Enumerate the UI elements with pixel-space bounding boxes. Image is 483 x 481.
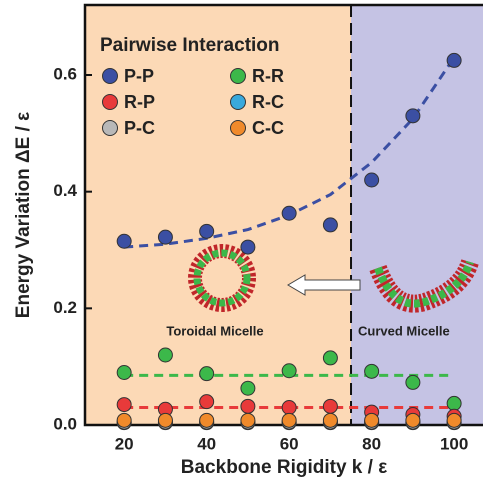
data-point (240, 412, 256, 428)
curved-micelle-image (369, 258, 479, 313)
legend-marker (230, 68, 246, 84)
data-point (405, 412, 421, 428)
data-point (157, 229, 173, 245)
x-tick-label: 100 (440, 434, 468, 453)
data-point (405, 108, 421, 124)
left-region (85, 5, 352, 425)
legend-label: R-P (124, 92, 155, 112)
data-point (199, 412, 215, 428)
data-point (240, 398, 256, 414)
annotation: Curved Micelle (358, 323, 450, 338)
data-point (116, 397, 132, 413)
data-point (322, 350, 338, 366)
legend-label: P-P (124, 66, 154, 86)
data-point (116, 412, 132, 428)
legend-label: R-C (252, 92, 284, 112)
x-tick-label: 80 (362, 434, 381, 453)
data-point (157, 347, 173, 363)
legend-label: P-C (124, 118, 155, 138)
data-point (446, 52, 462, 68)
toroidal-micelle-image (188, 244, 256, 312)
legend-marker (230, 120, 246, 136)
data-point (322, 217, 338, 233)
data-point (364, 172, 380, 188)
legend-marker (230, 94, 246, 110)
data-point (199, 223, 215, 239)
data-point (405, 374, 421, 390)
data-point (446, 412, 462, 428)
y-tick-label: 0.2 (53, 298, 77, 317)
legend-marker (102, 68, 118, 84)
data-point (240, 380, 256, 396)
data-point (281, 412, 297, 428)
data-point (281, 400, 297, 415)
x-tick-label: 40 (197, 434, 216, 453)
data-point (281, 205, 297, 221)
data-point (364, 363, 380, 379)
arrow (287, 274, 361, 296)
data-point (116, 233, 132, 249)
y-tick-label: 0.4 (53, 181, 77, 200)
legend-marker (102, 120, 118, 136)
data-point (240, 239, 256, 255)
data-point (199, 366, 215, 382)
data-point (322, 398, 338, 414)
x-tick-label: 60 (280, 434, 299, 453)
data-point (322, 412, 338, 428)
data-point (157, 412, 173, 428)
y-tick-label: 0.0 (53, 414, 77, 433)
data-point (281, 363, 297, 379)
legend-label: R-R (252, 66, 284, 86)
data-point (199, 394, 215, 410)
y-tick-label: 0.6 (53, 64, 77, 83)
right-region (351, 5, 483, 425)
annotation: Toroidal Micelle (166, 323, 263, 338)
x-axis-label: Backbone Rigidity k / ε (181, 457, 387, 478)
legend-label: C-C (252, 118, 284, 138)
data-point (446, 395, 462, 411)
data-point (364, 412, 380, 428)
data-point (116, 365, 132, 380)
y-axis-label: Energy Variation ΔE / ε (13, 112, 34, 318)
legend-title: Pairwise Interaction (100, 35, 280, 56)
legend-marker (102, 94, 118, 110)
background (83, 3, 483, 427)
x-tick-label: 20 (115, 434, 134, 453)
